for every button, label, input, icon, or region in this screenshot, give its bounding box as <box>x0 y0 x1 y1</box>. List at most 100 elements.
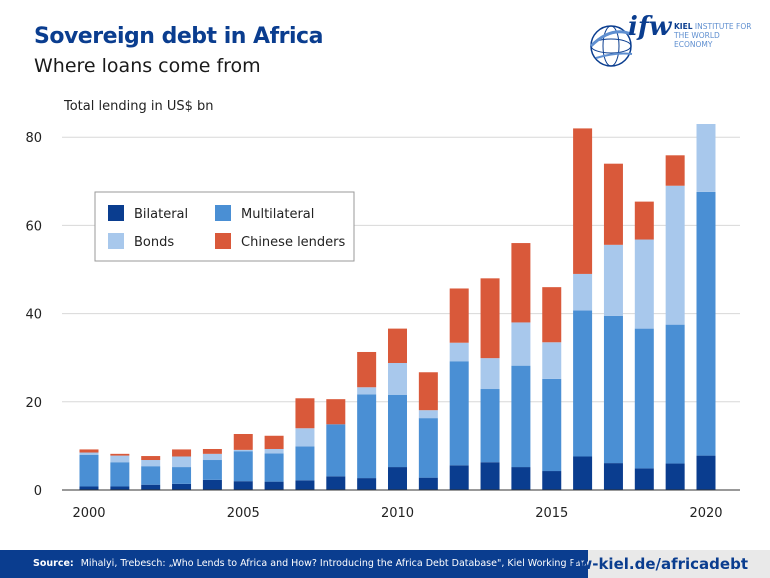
bar-chinese-2006 <box>264 435 284 449</box>
bar-bonds-2016 <box>573 273 593 311</box>
bar-bonds-2014 <box>511 322 531 366</box>
bar-multilateral-2006 <box>264 453 284 482</box>
source-text: Mihalyi, Trebesch: „Who Lends to Africa … <box>80 558 588 569</box>
bar-bonds-2017 <box>603 244 623 316</box>
x-tick-label: 2000 <box>72 506 105 521</box>
bar-bilateral-2005 <box>233 481 253 490</box>
bar-multilateral-2000 <box>79 454 99 487</box>
bar-bilateral-2012 <box>449 465 469 490</box>
bar-bilateral-2014 <box>511 467 531 490</box>
bar-chinese-2012 <box>449 288 469 343</box>
logo-name-line2: THE WORLD ECONOMY <box>674 31 720 49</box>
x-tick-label: 2005 <box>227 506 260 521</box>
bar-multilateral-2015 <box>542 378 562 472</box>
bar-multilateral-2009 <box>357 394 377 479</box>
bar-chinese-2015 <box>542 287 562 343</box>
y-axis-ticks: 0 20 40 60 80 <box>25 131 42 499</box>
bar-chinese-2008 <box>326 399 346 425</box>
globe-icon <box>589 25 633 67</box>
bar-chinese-2009 <box>357 351 377 388</box>
bar-bilateral-2015 <box>542 471 562 490</box>
bar-bonds-2005 <box>233 449 253 452</box>
bar-bonds-2001 <box>110 455 130 463</box>
bar-multilateral-2019 <box>665 324 685 464</box>
bar-bonds-2012 <box>449 342 469 362</box>
bar-bilateral-2007 <box>295 480 315 490</box>
bar-multilateral-2001 <box>110 462 130 487</box>
bar-multilateral-2002 <box>141 466 161 485</box>
bar-bonds-2003 <box>172 456 192 468</box>
bar-chinese-2007 <box>295 398 315 429</box>
bar-multilateral-2012 <box>449 361 469 466</box>
bar-chinese-2016 <box>573 128 593 274</box>
bar-bonds-2020 <box>696 124 716 192</box>
chart-subtitle: Where loans come from <box>34 55 261 77</box>
bar-bilateral-2006 <box>264 481 284 490</box>
y-axis-label: Total lending in US$ bn <box>63 99 213 114</box>
bar-multilateral-2018 <box>634 328 654 469</box>
x-tick-label: 2020 <box>689 506 722 521</box>
bar-bilateral-2013 <box>480 462 500 490</box>
y-tick-label: 40 <box>25 308 42 323</box>
legend-box <box>94 191 355 262</box>
bar-bilateral-2020 <box>696 455 716 490</box>
logo-name-rest: INSTITUTE FOR <box>694 22 752 31</box>
bar-chinese-2001 <box>110 453 130 456</box>
bar-bilateral-2016 <box>573 456 593 490</box>
bar-multilateral-2013 <box>480 389 500 463</box>
bar-bilateral-2010 <box>388 467 407 490</box>
footer-link[interactable]: ifw-kiel.de/africadebt <box>566 555 748 573</box>
bar-chinese-2005 <box>233 433 253 450</box>
bar-chinese-2013 <box>480 278 500 359</box>
y-tick-label: 80 <box>25 131 42 146</box>
legend-label-bilateral: Bilateral <box>134 207 188 222</box>
bar-chinese-2010 <box>388 328 407 364</box>
bar-bilateral-2018 <box>634 468 654 490</box>
legend-label-chinese: Chinese lenders <box>241 235 346 250</box>
x-tick-label: 2015 <box>535 506 568 521</box>
bar-multilateral-2008 <box>326 424 346 477</box>
bar-bonds-2010 <box>388 363 407 395</box>
legend-swatch-multilateral <box>215 205 231 221</box>
bar-chinese-2019 <box>665 155 685 186</box>
bar-bonds-2011 <box>418 410 438 419</box>
bar-bonds-2019 <box>665 185 685 325</box>
logo-name: KIEL INSTITUTE FOR THE WORLD ECONOMY <box>674 22 754 49</box>
bar-bilateral-2004 <box>202 479 222 490</box>
source-note: Source: Mihalyi, Trebesch: „Who Lends to… <box>0 550 588 578</box>
bar-bonds-2004 <box>202 453 222 461</box>
bar-bonds-2015 <box>542 342 562 379</box>
bar-multilateral-2005 <box>233 451 253 482</box>
bar-bilateral-2019 <box>665 463 685 490</box>
ifw-logo[interactable]: ifw KIEL INSTITUTE FOR THE WORLD ECONOMY <box>586 12 752 72</box>
bar-bonds-2002 <box>141 460 161 467</box>
bar-multilateral-2003 <box>172 467 192 484</box>
bars <box>79 124 716 490</box>
bar-chinese-2018 <box>634 201 654 240</box>
bar-bilateral-2011 <box>418 477 438 490</box>
bar-multilateral-2004 <box>202 460 222 480</box>
logo-mark: ifw <box>628 12 672 42</box>
legend: Bilateral Multilateral Bonds Chinese len… <box>94 191 355 262</box>
bar-bilateral-2000 <box>79 486 99 490</box>
bar-multilateral-2011 <box>418 418 438 478</box>
bar-bonds-2013 <box>480 358 500 390</box>
logo-name-bold: KIEL <box>674 22 693 31</box>
bar-bonds-2018 <box>634 239 654 329</box>
x-axis-ticks: 2000 2005 2010 2015 2020 <box>72 506 722 521</box>
bar-chinese-2014 <box>511 243 531 323</box>
bar-bonds-2007 <box>295 428 315 447</box>
bar-chinese-2017 <box>603 163 623 245</box>
bar-bilateral-2008 <box>326 476 346 490</box>
y-tick-label: 20 <box>25 396 42 411</box>
legend-swatch-chinese <box>215 233 231 249</box>
bar-chinese-2000 <box>79 449 99 453</box>
y-tick-label: 60 <box>25 219 42 234</box>
bar-bonds-2006 <box>264 448 284 454</box>
bar-chinese-2002 <box>141 456 161 461</box>
bar-bonds-2009 <box>357 387 377 395</box>
bar-bilateral-2003 <box>172 483 192 490</box>
bar-chinese-2011 <box>418 372 438 411</box>
bar-bonds-2000 <box>79 452 99 455</box>
bar-chinese-2003 <box>172 449 192 457</box>
